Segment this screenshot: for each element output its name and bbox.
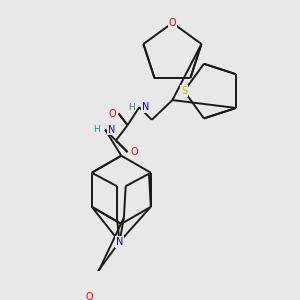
Text: H: H	[93, 125, 100, 134]
Text: N: N	[116, 237, 123, 247]
Text: O: O	[85, 292, 93, 300]
Text: N: N	[142, 102, 149, 112]
Text: O: O	[109, 109, 116, 118]
Text: H: H	[128, 103, 135, 112]
Text: O: O	[130, 147, 138, 157]
Text: O: O	[169, 18, 176, 28]
Text: S: S	[181, 86, 187, 96]
Text: N: N	[108, 125, 115, 135]
